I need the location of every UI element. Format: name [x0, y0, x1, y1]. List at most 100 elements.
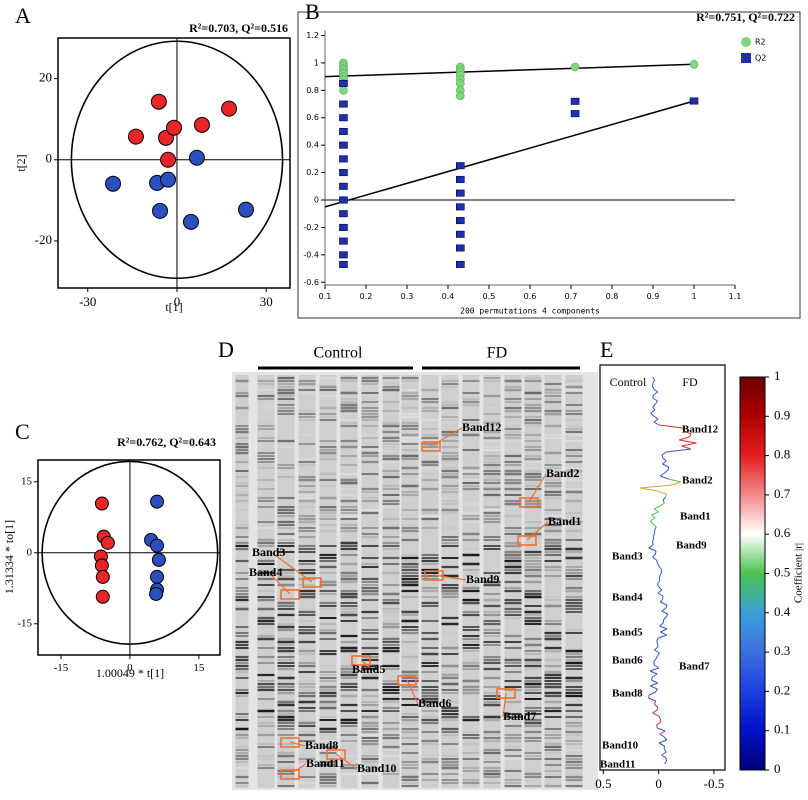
coefficient-trace — [679, 439, 697, 444]
band-leader — [430, 427, 463, 447]
point — [455, 260, 465, 268]
band-label: Band12 — [682, 424, 719, 436]
group-label: FD — [487, 345, 507, 362]
band-box — [326, 749, 346, 760]
point — [95, 589, 110, 604]
coefficient-trace — [651, 514, 656, 519]
coefficient-trace — [653, 388, 659, 393]
x-tick-label: 1.1 — [729, 292, 742, 301]
coefficient-trace — [652, 523, 657, 528]
gel-lane — [441, 375, 459, 788]
coefficient-trace — [656, 724, 658, 729]
panel-label: B — [305, 0, 320, 24]
coefficient-trace — [653, 391, 659, 396]
y-tick-label: -0.2 — [303, 223, 319, 232]
panel-label: E — [600, 337, 613, 362]
point — [455, 175, 465, 183]
plot-frame — [599, 364, 726, 771]
point — [455, 189, 465, 197]
point — [339, 182, 348, 190]
coefficient-trace — [658, 565, 662, 570]
point — [339, 141, 348, 149]
band-box — [424, 570, 444, 581]
band-label: Band4 — [612, 592, 643, 604]
coefficient-trace — [648, 697, 656, 702]
coefficient-trace — [652, 553, 656, 558]
point — [570, 62, 580, 72]
group-label: Control — [610, 375, 647, 389]
coefficient-trace — [655, 688, 658, 693]
x-tick-label: 0.2 — [360, 292, 373, 301]
coefficient-trace — [661, 607, 667, 612]
y-tick-label: 15 — [21, 475, 33, 487]
coefficient-trace — [654, 526, 657, 531]
coefficient-trace — [659, 571, 663, 576]
point — [221, 100, 238, 117]
x-tick-label: -15 — [54, 662, 69, 674]
colorbar-tick-label: 0.7 — [774, 486, 791, 501]
coefficient-trace — [668, 478, 681, 483]
point — [339, 79, 348, 87]
coefficient-trace — [661, 454, 664, 459]
trend-line — [324, 100, 695, 208]
coefficient-trace — [652, 376, 656, 381]
band-box — [351, 655, 371, 666]
coefficient-trace — [653, 664, 659, 669]
coefficient-trace — [671, 481, 681, 486]
x-tick-label: 1 — [691, 292, 696, 301]
coefficient-trace — [648, 691, 656, 696]
x-tick-label: 30 — [260, 294, 273, 309]
coefficient-trace — [640, 484, 673, 489]
coefficient-trace — [655, 655, 658, 660]
band-box — [517, 535, 537, 546]
colorbar-tick-label: 0 — [774, 761, 781, 776]
point — [455, 244, 465, 252]
coefficient-trace — [679, 436, 690, 441]
coefficient-trace — [661, 751, 667, 756]
y-tick-label: 0.6 — [306, 113, 319, 122]
coefficient-trace — [652, 541, 654, 546]
band-label: Band4 — [249, 565, 282, 579]
coefficient-trace — [663, 736, 668, 741]
panel-frame — [297, 11, 801, 319]
band-box — [280, 769, 300, 780]
coefficient-trace — [650, 676, 653, 681]
coefficient-trace — [651, 382, 654, 387]
point — [160, 151, 177, 168]
coefficient-trace — [658, 715, 661, 720]
coefficient-trace — [649, 667, 659, 672]
coefficient-trace — [660, 628, 668, 633]
coefficient-trace — [652, 712, 659, 717]
point — [570, 110, 580, 118]
coefficient-trace — [653, 532, 655, 537]
coefficient-trace — [663, 748, 667, 753]
coefficient-trace — [653, 646, 659, 651]
coefficient-trace — [652, 556, 657, 561]
coefficient-trace — [682, 427, 685, 432]
band-leader — [433, 574, 467, 581]
y-tick-label: 0 — [27, 546, 33, 558]
coefficient-trace — [639, 487, 658, 492]
coefficient-trace — [652, 673, 658, 678]
x-axis-label: 1.00049 * t[1] — [96, 666, 164, 680]
coefficient-trace — [652, 397, 658, 402]
coefficient-trace — [683, 430, 692, 435]
point — [237, 201, 254, 218]
chart-title: R²=0.751, Q²=0.722 — [696, 10, 795, 24]
band-label: Band7 — [503, 709, 536, 723]
coefficient-trace — [681, 445, 691, 450]
band-label: Band1 — [548, 514, 581, 528]
group-label: FD — [682, 375, 698, 389]
point — [339, 127, 348, 135]
point — [182, 213, 199, 230]
point — [689, 97, 699, 105]
band-label: Band3 — [252, 545, 285, 559]
coefficient-trace — [654, 649, 660, 654]
panel-label: A — [15, 3, 31, 28]
point — [570, 97, 580, 105]
coefficient-trace — [666, 448, 691, 453]
gel-lane — [462, 375, 480, 788]
coefficient-trace — [661, 754, 667, 759]
coefficient-trace — [653, 505, 661, 510]
y-tick-label: -0.6 — [303, 278, 319, 287]
